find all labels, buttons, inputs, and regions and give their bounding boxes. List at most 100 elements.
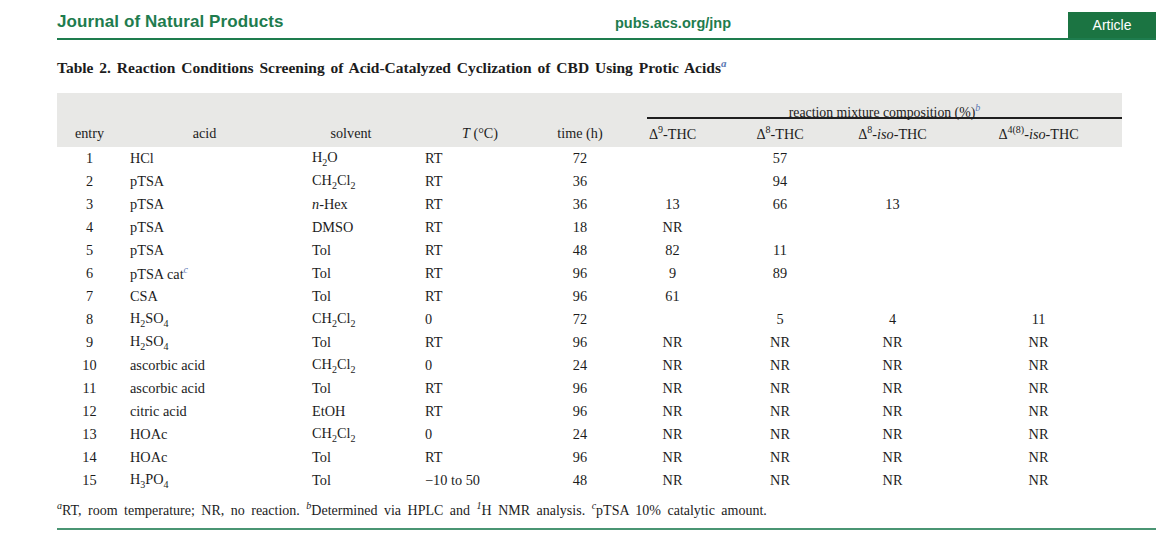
column-header: time (h) — [545, 119, 615, 147]
column-header-row: entryacidsolventT (°C)time (h)Δ9-THCΔ8-T… — [57, 119, 1122, 147]
table-cell: NR — [830, 377, 955, 400]
table-cell: RT — [415, 216, 545, 239]
table-cell: HOAc — [122, 446, 287, 469]
table-cell — [730, 216, 830, 239]
table-cell: 94 — [730, 170, 830, 193]
table-cell: NR — [830, 331, 955, 354]
table-cell — [955, 262, 1122, 285]
table-cell: 82 — [615, 239, 730, 262]
table-cell: NR — [955, 331, 1122, 354]
table-cell: RT — [415, 446, 545, 469]
reaction-table-container: reaction mixture composition (%)b entrya… — [57, 93, 1122, 492]
table-cell: 10 — [57, 354, 122, 377]
table-row: 13HOAcCH2Cl2024NRNRNRNR — [57, 423, 1122, 446]
table-cell: RT — [415, 285, 545, 308]
table-cell: NR — [615, 446, 730, 469]
table-cell: NR — [730, 354, 830, 377]
column-header: T (°C) — [415, 119, 545, 147]
table-cell: 66 — [730, 193, 830, 216]
table-row: 11ascorbic acidTolRT96NRNRNRNR — [57, 377, 1122, 400]
table-cell: 8 — [57, 308, 122, 331]
table-row: 14HOAcTolRT96NRNRNRNR — [57, 446, 1122, 469]
table-cell: RT — [415, 170, 545, 193]
table-cell: 7 — [57, 285, 122, 308]
table-title: Table 2. Reaction Conditions Screening o… — [57, 57, 1147, 77]
table-cell: NR — [955, 423, 1122, 446]
table-cell: 0 — [415, 423, 545, 446]
table-cell: Tol — [287, 377, 415, 400]
table-cell — [830, 285, 955, 308]
table-cell — [955, 239, 1122, 262]
table-cell — [730, 285, 830, 308]
table-cell: RT — [415, 262, 545, 285]
table-row: 4pTSADMSORT18NR — [57, 216, 1122, 239]
table-cell: citric acid — [122, 400, 287, 423]
table-cell: 0 — [415, 308, 545, 331]
table-cell: 9 — [615, 262, 730, 285]
table-cell: 96 — [545, 262, 615, 285]
table-cell: NR — [730, 446, 830, 469]
table-row: 9H2SO4TolRT96NRNRNRNR — [57, 331, 1122, 354]
table-cell: H2O — [287, 147, 415, 170]
table-cell: Tol — [287, 239, 415, 262]
table-cell: 13 — [57, 423, 122, 446]
table-cell: NR — [830, 469, 955, 492]
bottom-rule-divider — [57, 528, 1156, 530]
table-cell: NR — [615, 331, 730, 354]
table-cell: pTSA — [122, 216, 287, 239]
table-cell: 11 — [955, 308, 1122, 331]
table-cell: HOAc — [122, 423, 287, 446]
table-cell: 11 — [730, 239, 830, 262]
table-cell: 61 — [615, 285, 730, 308]
table-cell: CSA — [122, 285, 287, 308]
table-cell — [955, 285, 1122, 308]
table-cell: −10 to 50 — [415, 469, 545, 492]
table-cell: 96 — [545, 377, 615, 400]
table-cell: NR — [730, 377, 830, 400]
table-row: 12citric acidEtOHRT96NRNRNRNR — [57, 400, 1122, 423]
column-header: solvent — [287, 119, 415, 147]
table-cell: 36 — [545, 193, 615, 216]
table-cell: 4 — [830, 308, 955, 331]
table-cell — [830, 262, 955, 285]
table-cell: H2SO4 — [122, 331, 287, 354]
table-cell: NR — [830, 354, 955, 377]
table-cell: CH2Cl2 — [287, 354, 415, 377]
table-row: 5pTSATolRT488211 — [57, 239, 1122, 262]
table-cell: 9 — [57, 331, 122, 354]
header-rule-divider — [57, 38, 1156, 40]
table-cell: NR — [615, 354, 730, 377]
table-row: 6pTSA catcTolRT96989 — [57, 262, 1122, 285]
table-cell: 2 — [57, 170, 122, 193]
span-header-row: reaction mixture composition (%)b — [57, 93, 1122, 119]
table-cell: 13 — [615, 193, 730, 216]
table-cell — [955, 170, 1122, 193]
table-cell: 57 — [730, 147, 830, 170]
table-cell: Tol — [287, 285, 415, 308]
table-cell — [955, 193, 1122, 216]
column-header: Δ8-THC — [730, 119, 830, 147]
table-cell — [615, 170, 730, 193]
table-cell — [615, 147, 730, 170]
table-footnote: aRT, room temperature; NR, no reaction. … — [57, 500, 1117, 519]
table-cell: H2SO4 — [122, 308, 287, 331]
table-cell: NR — [730, 469, 830, 492]
table-cell: 36 — [545, 170, 615, 193]
column-header: acid — [122, 119, 287, 147]
span-header-spacer — [57, 93, 615, 119]
table-cell: Tol — [287, 331, 415, 354]
table-cell: DMSO — [287, 216, 415, 239]
table-row: 7CSATolRT9661 — [57, 285, 1122, 308]
table-cell: 89 — [730, 262, 830, 285]
journal-url-link[interactable]: pubs.acs.org/jnp — [615, 15, 731, 31]
article-badge: Article — [1068, 12, 1156, 38]
table-cell: 11 — [57, 377, 122, 400]
table-cell: 96 — [545, 285, 615, 308]
table-cell: 12 — [57, 400, 122, 423]
table-cell: ascorbic acid — [122, 377, 287, 400]
table-cell: RT — [415, 147, 545, 170]
table-cell: 6 — [57, 262, 122, 285]
table-cell: CH2Cl2 — [287, 308, 415, 331]
span-header-cell: reaction mixture composition (%)b — [615, 93, 1122, 119]
table-cell: 72 — [545, 308, 615, 331]
